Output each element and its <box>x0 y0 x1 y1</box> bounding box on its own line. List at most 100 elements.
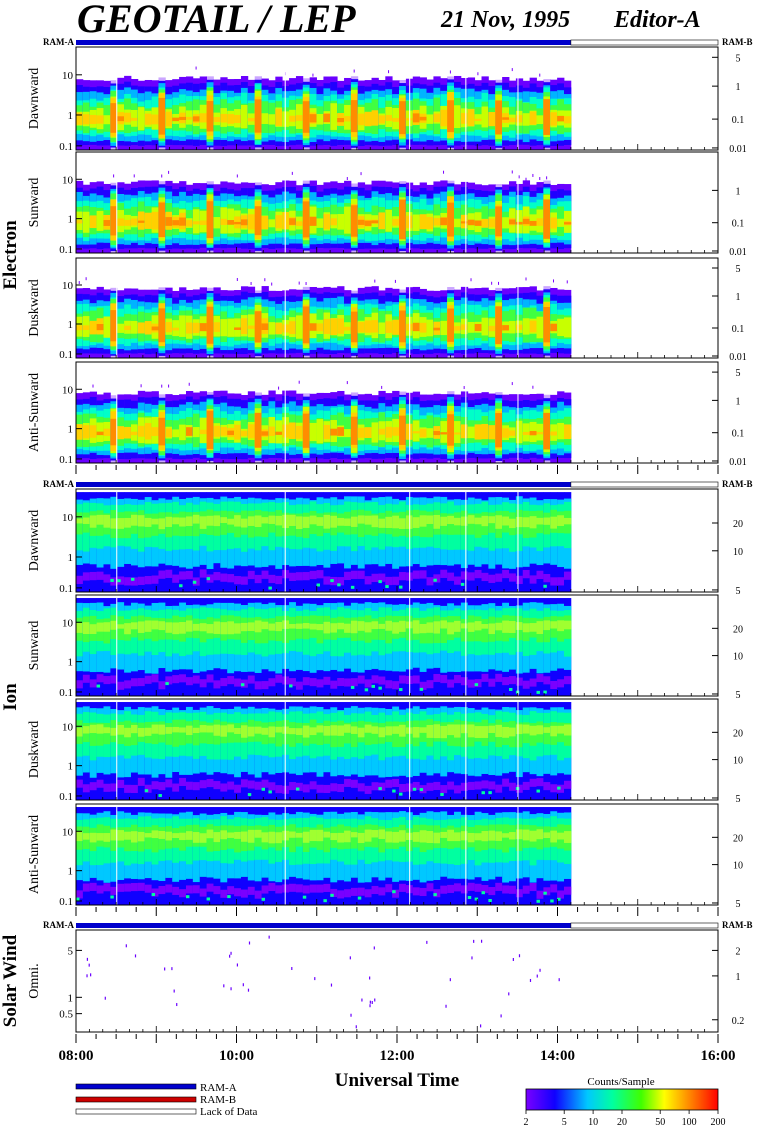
left-tick-label: 10 <box>62 826 74 838</box>
ram-a-strip <box>76 923 571 928</box>
right-tick-label: 20 <box>733 519 743 530</box>
left-tick-label: 0.1 <box>59 141 73 153</box>
lack-of-data-strip <box>570 39 719 46</box>
left-tick-label: 0.5 <box>59 1009 73 1021</box>
right-tick-label: 1 <box>736 972 741 983</box>
ram-a-label: RAM-A <box>43 920 74 930</box>
group-label-solar-wind: Solar Wind <box>0 934 21 1027</box>
x-tick-label: 08:00 <box>59 1048 94 1064</box>
panel-label: Dawnward <box>27 68 42 129</box>
group-label-electron: Electron <box>0 220 21 290</box>
panel-label: Sunward <box>27 621 42 671</box>
legend-label-ram-b: RAM-B <box>200 1094 236 1106</box>
right-tick-label: 0.1 <box>732 429 745 440</box>
colorbar-label: Counts/Sample <box>587 1076 654 1088</box>
legend-label-lack-of-data: Lack of Data <box>200 1106 258 1118</box>
colorbar: Counts/Sample 2 5 10 20 50 100 200 <box>524 1076 726 1128</box>
panel-label: Duskward <box>27 721 42 779</box>
legend-swatch-ram-a <box>75 1083 197 1090</box>
plot-editor: Editor-A <box>613 7 701 33</box>
right-tick-label: 0.1 <box>732 324 745 335</box>
ram-a-label: RAM-A <box>43 37 74 47</box>
ram-strips-layer: RAM-A RAM-B RAM-A RAM-B RAM-A RAM-B <box>43 37 753 930</box>
left-tick-label: 10 <box>62 70 74 82</box>
colorbar-tick-label: 2 <box>524 1117 529 1128</box>
right-tick-label: 20 <box>733 833 743 844</box>
left-tick-label: 1 <box>68 761 74 773</box>
x-tick-label: 10:00 <box>219 1048 254 1064</box>
panel-label: Omni. <box>27 963 42 998</box>
left-tick-label: 1 <box>68 552 74 564</box>
right-tick-label: 0.01 <box>729 247 747 258</box>
x-axis: 08:00 10:00 12:00 14:00 16:00 <box>59 1048 736 1064</box>
left-tick-label: 0.1 <box>59 791 73 803</box>
left-tick-label: 0.1 <box>59 454 73 466</box>
plot-title: GEOTAIL / LEP <box>77 0 356 41</box>
colorbar-tick-label: 5 <box>562 1117 567 1128</box>
legend-swatch-ram-b <box>75 1096 197 1103</box>
spectrogram <box>76 152 572 253</box>
panel-label: Duskward <box>27 279 42 337</box>
panel-electron-sunward: Sunward 10 1 0.1 1 0.1 0.01 <box>27 151 747 258</box>
right-tick-label: 5 <box>736 368 741 379</box>
left-tick-label: 0.1 <box>59 349 73 361</box>
right-tick-label: 10 <box>733 652 743 663</box>
spectrogram <box>76 47 572 150</box>
right-tick-label: 0.01 <box>729 352 747 363</box>
right-tick-label: 1 <box>736 292 741 303</box>
right-tick-label: 0.1 <box>732 115 745 126</box>
right-tick-label: 10 <box>733 861 743 872</box>
spectrogram <box>86 935 560 1029</box>
legend-label-ram-a: RAM-A <box>200 1082 237 1094</box>
x-tick-label: 12:00 <box>380 1048 415 1064</box>
colorbar-tick-label: 20 <box>617 1117 627 1128</box>
right-tick-label: 5 <box>736 690 741 701</box>
legend: RAM-A RAM-B Lack of Data <box>75 1082 258 1118</box>
left-tick-label: 1 <box>68 657 74 669</box>
lack-of-data-strip <box>570 481 719 488</box>
ram-a-label: RAM-A <box>43 479 74 489</box>
right-tick-label: 0.01 <box>729 144 747 155</box>
ram-a-strip <box>76 40 571 45</box>
spectrogram <box>76 489 572 592</box>
left-tick-label: 0.1 <box>59 583 73 595</box>
panel-electron-duskward: Duskward 10 1 0.1 5 1 0.1 0.01 <box>27 257 747 363</box>
group-labels-layer: Electron Ion Solar Wind <box>0 220 21 1027</box>
spectrogram <box>76 699 572 800</box>
right-tick-label: 5 <box>736 899 741 910</box>
ram-a-strip <box>76 482 571 487</box>
panel-ion-sunward: Sunward 10 1 0.1 20 10 5 <box>27 594 743 701</box>
left-tick-label: 10 <box>62 617 74 629</box>
right-tick-label: 5 <box>736 794 741 805</box>
panel-ion-dawnward: Dawnward 10 1 0.1 20 10 5 <box>27 488 743 597</box>
left-tick-label: 10 <box>62 721 74 733</box>
right-tick-label: 5 <box>736 53 741 64</box>
panel-solar-wind-omni-: Omni. 5 1 0.5 2 1 0.2 <box>27 929 745 1033</box>
spectrogram <box>76 258 572 358</box>
right-tick-label: 0.2 <box>732 1016 745 1027</box>
tick-row <box>75 465 719 474</box>
colorbar-ticks: 2 5 10 20 50 100 200 <box>524 1110 726 1128</box>
ram-b-label: RAM-B <box>722 479 753 489</box>
x-tick-label: 14:00 <box>540 1048 575 1064</box>
panel-frame <box>75 929 719 1033</box>
x-axis-label: Universal Time <box>335 1070 459 1091</box>
panel-label: Anti-Sunward <box>27 373 42 452</box>
right-tick-label: 5 <box>736 586 741 597</box>
right-tick-label: 5 <box>736 264 741 275</box>
panel-electron-dawnward: Dawnward 10 1 0.1 5 1 0.1 0.01 <box>27 46 747 155</box>
right-tick-label: 1 <box>736 396 741 407</box>
panel-ion-duskward: Duskward 10 1 0.1 20 10 5 <box>27 698 743 805</box>
left-tick-label: 10 <box>62 174 74 186</box>
left-tick-label: 1 <box>68 110 74 122</box>
ram-b-label: RAM-B <box>722 37 753 47</box>
left-tick-label: 10 <box>62 280 74 292</box>
spectrogram <box>76 595 572 696</box>
panels-layer: Dawnward 10 1 0.1 5 1 0.1 0.01 Sunward 10 1 0.1 1 0.1… <box>27 46 747 1043</box>
left-tick-label: 5 <box>68 945 74 957</box>
panel-electron-anti-sunward: Anti-Sunward 10 1 0.1 5 1 0.1 0.01 <box>27 361 747 468</box>
plot-date: 21 Nov, 1995 <box>440 7 570 33</box>
right-tick-label: 1 <box>736 186 741 197</box>
right-tick-label: 20 <box>733 624 743 635</box>
